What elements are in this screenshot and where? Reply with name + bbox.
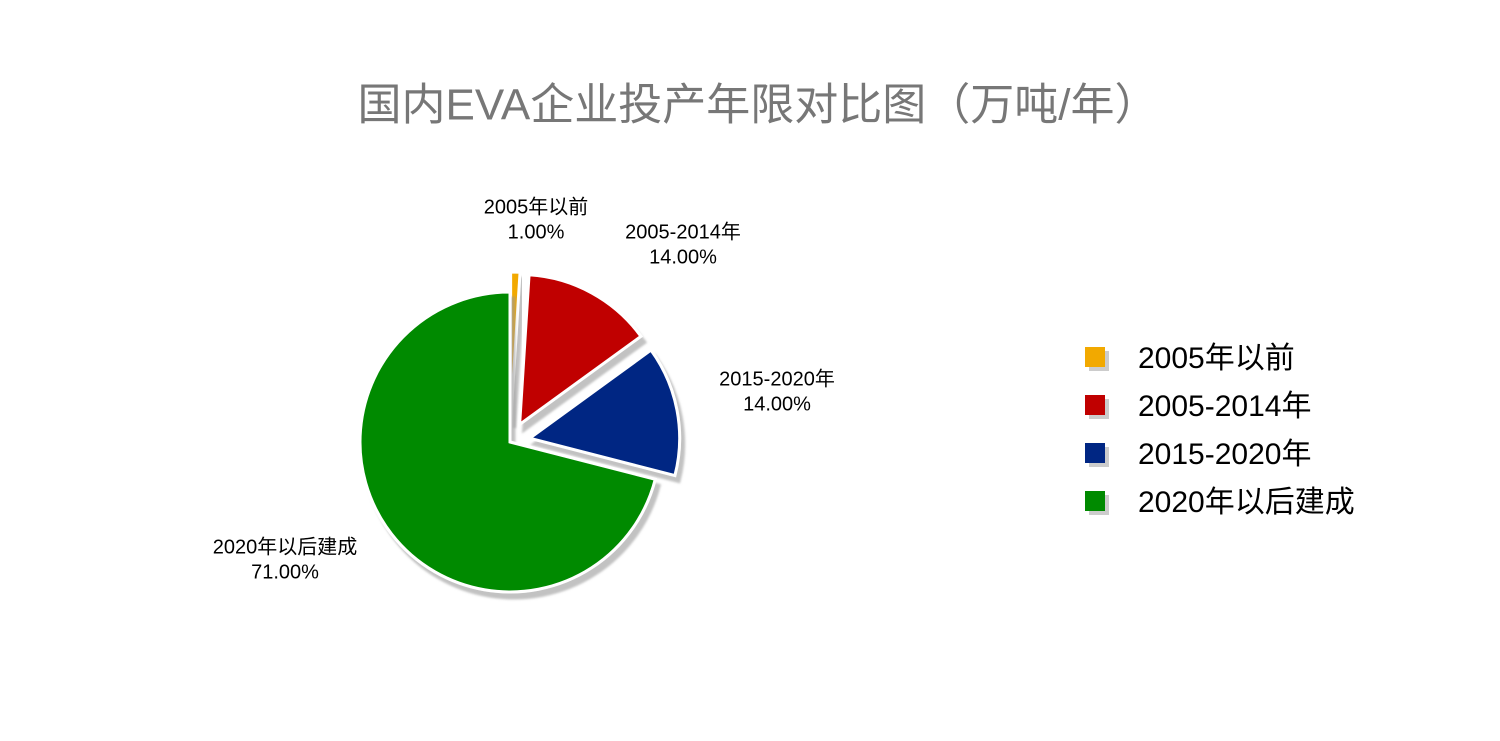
pie-slice bbox=[517, 273, 644, 428]
legend-swatch bbox=[1085, 443, 1105, 463]
data-label-value: 1.00% bbox=[508, 221, 565, 243]
legend-label: 2020年以后建成 bbox=[1138, 486, 1355, 519]
legend-swatch bbox=[1085, 491, 1105, 511]
legend-label: 2015-2020年 bbox=[1138, 438, 1311, 471]
legend-label: 2005年以前 bbox=[1138, 342, 1295, 375]
legend-swatch bbox=[1085, 347, 1105, 367]
legend-swatch bbox=[1085, 395, 1105, 415]
pie-slice bbox=[358, 290, 658, 594]
pie-slice bbox=[509, 270, 522, 423]
chart-title: 国内EVA企业投产年限对比图（万吨/年） bbox=[357, 81, 1158, 130]
data-label-value: 14.00% bbox=[649, 246, 717, 268]
data-label-value: 14.00% bbox=[743, 393, 811, 415]
legend-label: 2005-2014年 bbox=[1138, 390, 1311, 423]
data-label-value: 71.00% bbox=[251, 561, 319, 583]
data-label-name: 2005年以前 bbox=[484, 195, 589, 218]
data-label-name: 2005-2014年 bbox=[625, 220, 741, 243]
pie-slice bbox=[526, 347, 682, 478]
data-label-name: 2015-2020年 bbox=[719, 367, 835, 390]
data-label-name: 2020年以后建成 bbox=[213, 535, 358, 558]
